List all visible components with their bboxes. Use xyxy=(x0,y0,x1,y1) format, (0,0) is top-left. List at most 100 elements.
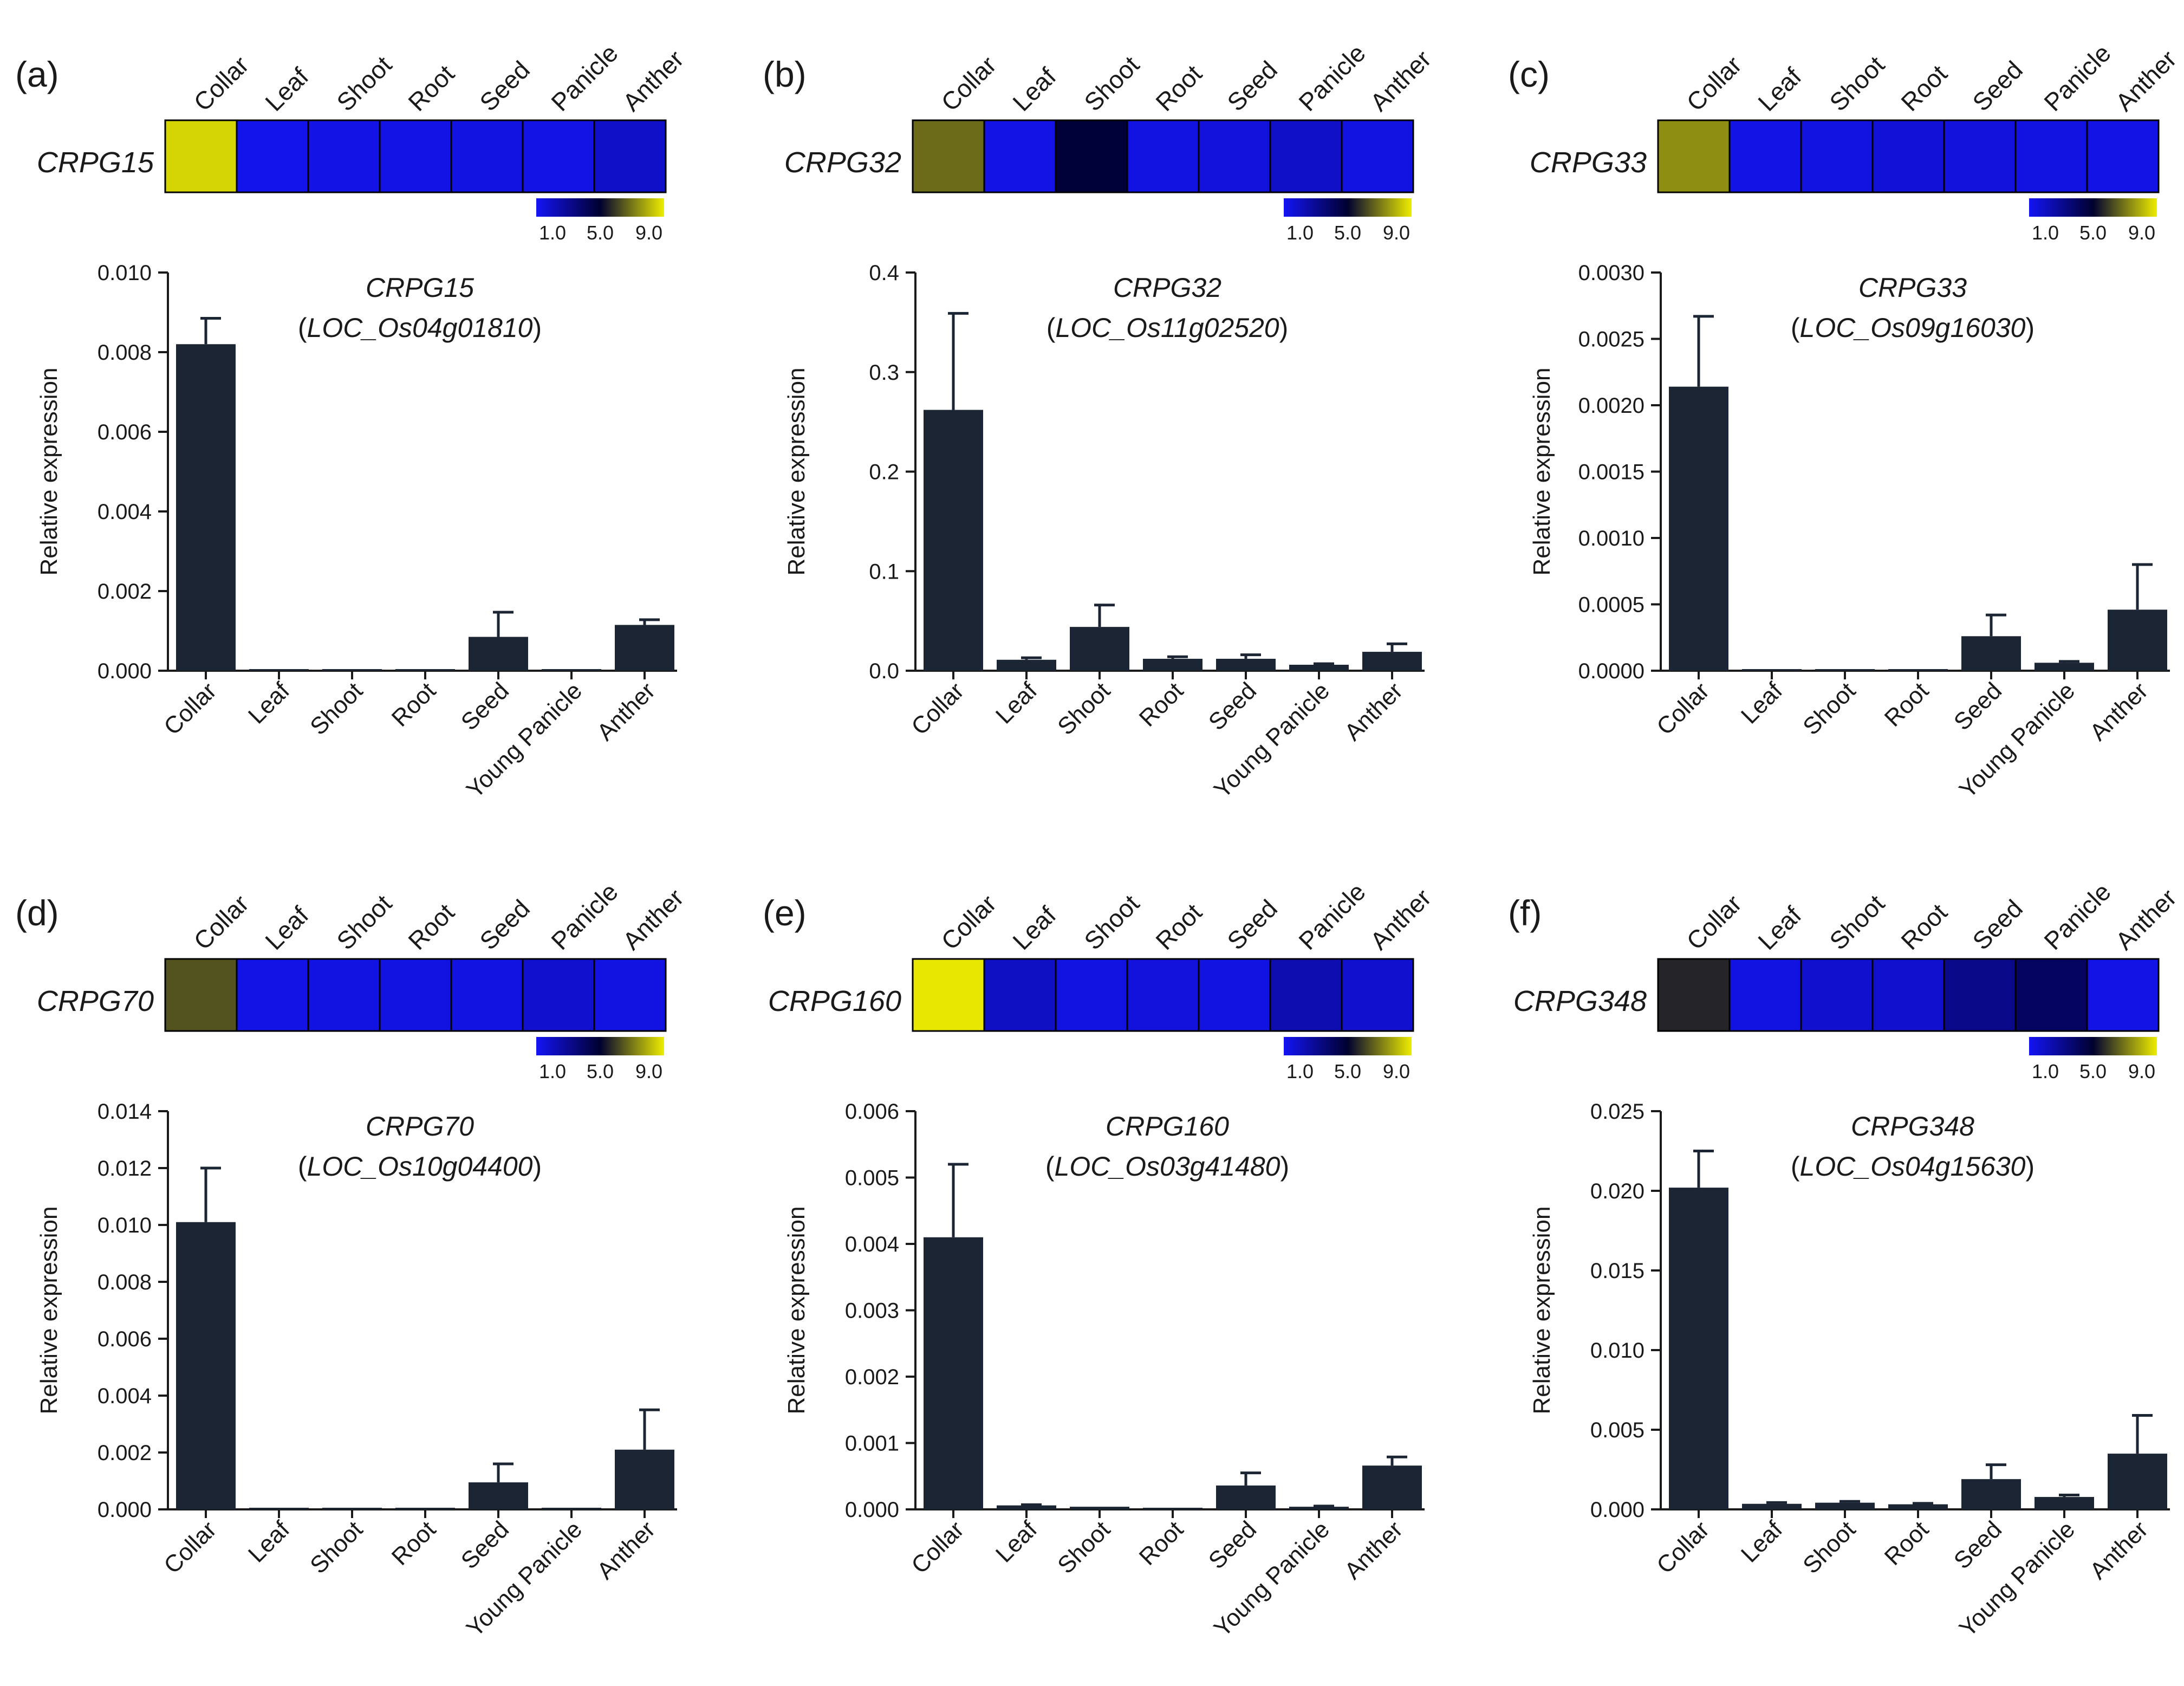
heatmap-column-label: Collar xyxy=(935,50,1002,116)
heatmap-column-label: Shoot xyxy=(1078,50,1145,116)
y-axis-label: Relative expression xyxy=(36,368,62,576)
heatmap-column-label: Anther xyxy=(617,44,689,116)
bar xyxy=(322,1508,382,1509)
heatmap-gene-label: CRPG33 xyxy=(1530,146,1647,179)
x-tick-label: Root xyxy=(1880,677,1934,731)
heatmap-cell xyxy=(450,958,524,1032)
heatmap-cell xyxy=(236,958,309,1032)
heatmap-column-label: Seed xyxy=(474,55,535,116)
y-tick-label: 0.008 xyxy=(98,341,152,365)
panel-letter: (a) xyxy=(15,54,59,94)
heatmap-scale-tick: 1.0 xyxy=(2032,1060,2059,1082)
heatmap-cell xyxy=(2086,958,2160,1032)
heatmap-column-label: Leaf xyxy=(1752,901,1806,955)
heatmap-scale-tick: 1.0 xyxy=(1286,222,1314,244)
heatmap-cell xyxy=(307,958,381,1032)
bar xyxy=(1742,669,1802,671)
bar xyxy=(2108,609,2167,671)
heatmap-color-scale xyxy=(2029,1037,2157,1055)
bar xyxy=(542,669,601,671)
bar xyxy=(1143,658,1202,671)
x-tick-label: Leaf xyxy=(243,1516,295,1568)
x-tick-label: Leaf xyxy=(991,677,1043,729)
heatmap-column-label: Seed xyxy=(1221,55,1283,116)
heatmap-scale-tick: 1.0 xyxy=(539,1060,566,1082)
heatmap-cell xyxy=(2014,958,2088,1032)
x-tick-label: Leaf xyxy=(1736,1516,1788,1568)
heatmap-column-label: Collar xyxy=(188,50,254,116)
heatmap-cell xyxy=(912,119,985,193)
x-tick-label: Anther xyxy=(592,677,660,745)
bar xyxy=(395,1508,455,1509)
x-tick-label: Seed xyxy=(1949,677,2007,735)
heatmap-cell xyxy=(522,119,595,193)
heatmap-column-label: Root xyxy=(402,59,460,116)
bar xyxy=(2108,1454,2167,1509)
bar xyxy=(1815,669,1875,671)
heatmap-column-label: Shoot xyxy=(331,50,397,116)
bar xyxy=(1362,1465,1422,1509)
y-tick-label: 0.000 xyxy=(98,1498,152,1522)
y-tick-label: 0.014 xyxy=(98,1100,152,1124)
x-tick-label: Leaf xyxy=(1736,677,1788,729)
heatmap-cell xyxy=(2086,119,2160,193)
heatmap-scale-tick: 1.0 xyxy=(1286,1060,1314,1082)
heatmap-cell xyxy=(983,119,1057,193)
y-tick-label: 0.0000 xyxy=(1578,659,1644,683)
heatmap-cell xyxy=(983,958,1057,1032)
bar xyxy=(1961,1479,2021,1509)
x-tick-label: Collar xyxy=(159,1516,222,1579)
heatmap-scale-tick: 5.0 xyxy=(1334,222,1361,244)
x-tick-label: Root xyxy=(387,1516,441,1570)
y-axis-label: Relative expression xyxy=(783,368,810,576)
heatmap-column-label: Shoot xyxy=(1078,889,1145,955)
panel-letter: (c) xyxy=(1508,54,1550,94)
heatmap-column-label: Collar xyxy=(1681,889,1747,955)
chart-title-locus: (LOC_Os03g41480) xyxy=(1045,1151,1289,1182)
heatmap-column-label: Seed xyxy=(474,894,535,955)
panel-letter: (b) xyxy=(763,54,807,94)
heatmap-cell xyxy=(1657,119,1731,193)
heatmap-gene-label: CRPG70 xyxy=(37,985,154,1017)
x-tick-label: Anther xyxy=(1340,1516,1408,1584)
heatmap-column-label: Root xyxy=(1895,59,1953,116)
x-tick-label: Collar xyxy=(1652,677,1714,740)
bar xyxy=(1289,1507,1349,1509)
x-tick-label: Anther xyxy=(2085,677,2153,745)
chart-title-gene: CRPG160 xyxy=(1106,1111,1229,1142)
y-tick-label: 0.0030 xyxy=(1578,261,1644,285)
heatmap-column-label: Panicle xyxy=(1293,39,1370,116)
y-tick-label: 0.020 xyxy=(1590,1179,1644,1203)
heatmap-cell xyxy=(1728,958,1802,1032)
x-tick-label: Shoot xyxy=(1052,677,1115,740)
y-axis-label: Relative expression xyxy=(783,1207,810,1415)
heatmap-column-label: Root xyxy=(1895,898,1953,955)
y-tick-label: 0.010 xyxy=(1590,1339,1644,1363)
x-tick-label: Root xyxy=(1880,1516,1934,1570)
y-tick-label: 0.001 xyxy=(845,1432,899,1456)
x-tick-label: Shoot xyxy=(1052,1516,1115,1579)
y-tick-label: 0.000 xyxy=(1590,1498,1644,1522)
y-tick-label: 0.004 xyxy=(845,1233,899,1256)
heatmap-gene-label: CRPG160 xyxy=(768,985,901,1017)
heatmap-cell xyxy=(912,958,985,1032)
y-tick-label: 0.000 xyxy=(98,659,152,683)
heatmap-column-label: Shoot xyxy=(331,889,397,955)
heatmap-cell xyxy=(1800,958,1874,1032)
heatmap-scale-tick: 9.0 xyxy=(1383,1060,1410,1082)
heatmap-cell xyxy=(1055,119,1128,193)
bar xyxy=(615,1449,674,1509)
heatmap-scale-tick: 9.0 xyxy=(635,222,662,244)
x-tick-label: Collar xyxy=(1652,1516,1714,1579)
heatmap-cell xyxy=(522,958,595,1032)
heatmap-column-label: Panicle xyxy=(2038,39,2116,116)
y-tick-label: 0.0015 xyxy=(1578,461,1644,484)
heatmap-column-label: Seed xyxy=(1967,55,2028,116)
y-tick-label: 0.004 xyxy=(98,1384,152,1408)
heatmap-column-label: Collar xyxy=(935,889,1002,955)
heatmap-gene-label: CRPG15 xyxy=(37,146,154,179)
